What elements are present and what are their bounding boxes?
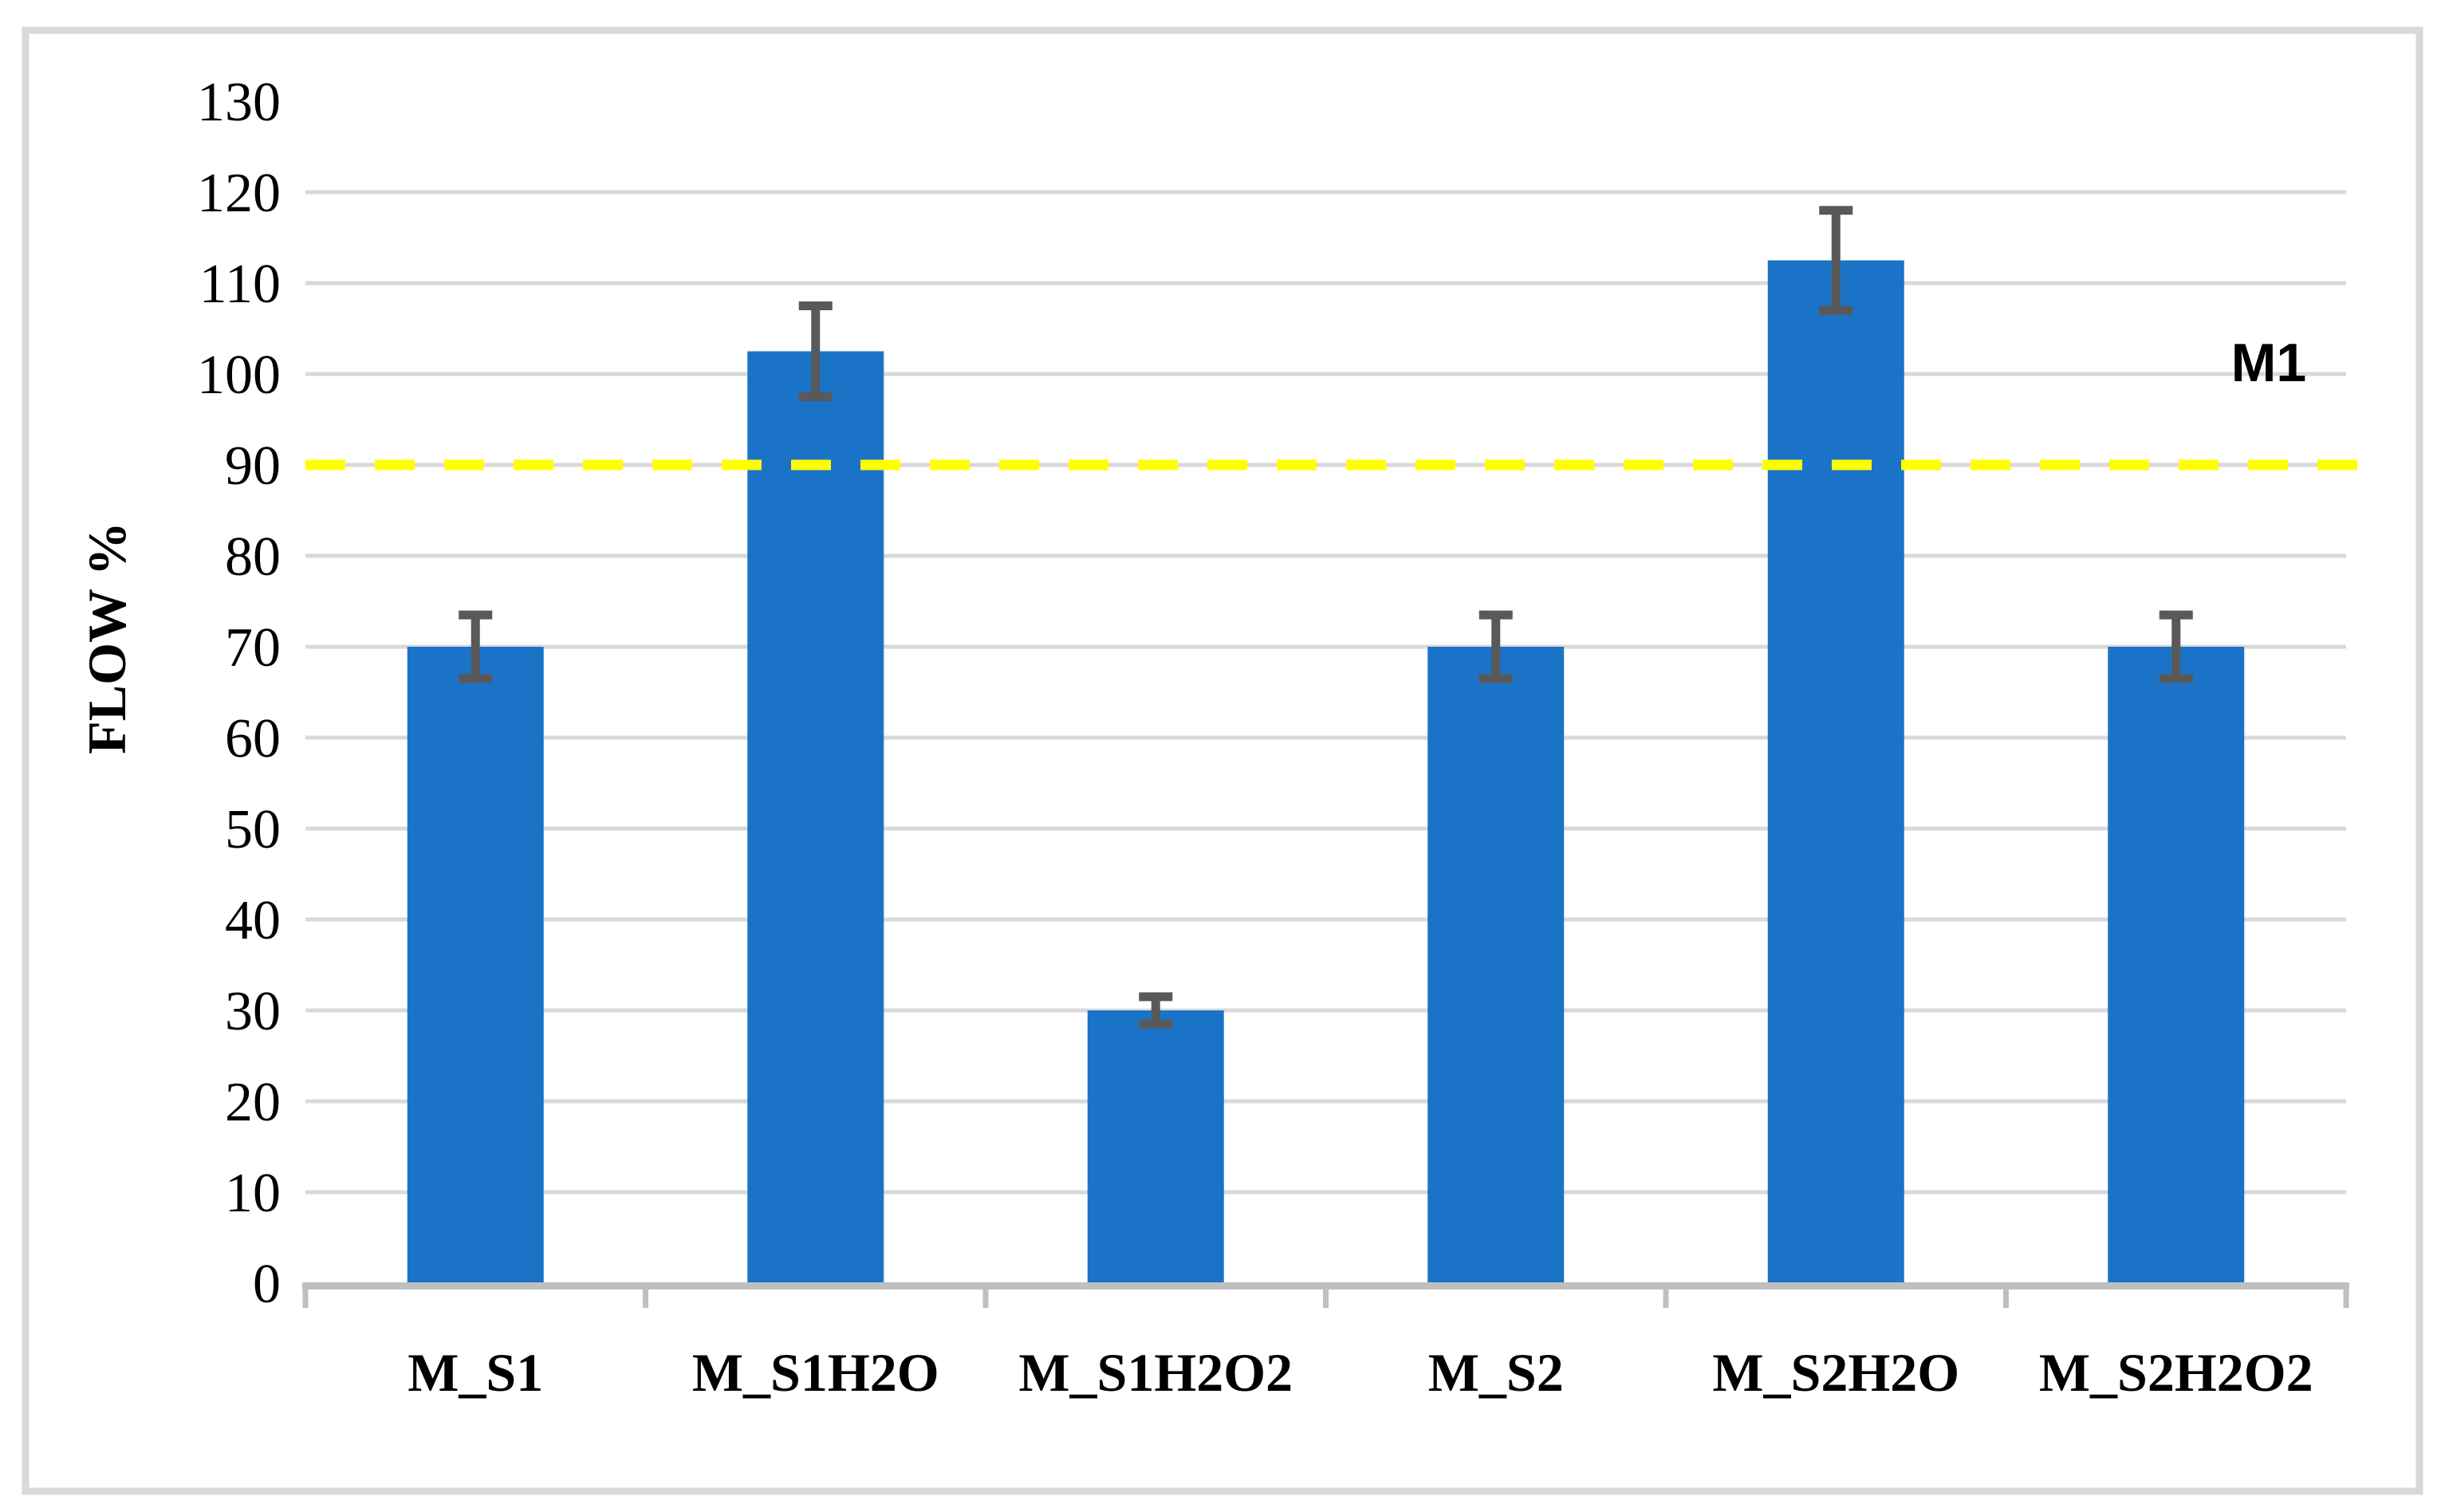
y-tick-label: 120 bbox=[197, 163, 281, 224]
y-tick-label: 10 bbox=[225, 1163, 281, 1224]
x-tick-label-M_S1H2O: M_S1H2O bbox=[692, 1342, 939, 1403]
y-axis-title: FLOW % bbox=[77, 522, 137, 754]
y-tick-label: 100 bbox=[197, 345, 281, 406]
y-tick-label: 40 bbox=[225, 890, 281, 951]
bar-M_S2 bbox=[1427, 647, 1565, 1283]
bar-M_S1H2O2 bbox=[1087, 1010, 1224, 1283]
y-tick-label: 0 bbox=[253, 1254, 281, 1315]
x-tick-label-M_S2H2O2: M_S2H2O2 bbox=[2039, 1342, 2313, 1403]
x-tick-label-M_S2: M_S2 bbox=[1428, 1342, 1564, 1403]
y-tick-label: 50 bbox=[225, 799, 281, 860]
reference-line-label: M1 bbox=[2231, 333, 2306, 393]
x-tick-label-M_S1H2O2: M_S1H2O2 bbox=[1018, 1342, 1293, 1403]
bar-M_S1 bbox=[407, 647, 544, 1283]
y-tick-label: 70 bbox=[225, 617, 281, 679]
y-tick-label: 130 bbox=[197, 72, 281, 133]
y-tick-label: 90 bbox=[225, 435, 281, 497]
x-tick-label-M_S2H2O: M_S2H2O bbox=[1712, 1342, 1959, 1403]
y-tick-label: 30 bbox=[225, 981, 281, 1042]
bar-M_S2H2O2 bbox=[2108, 647, 2245, 1283]
bar-M_S1H2O bbox=[747, 351, 884, 1283]
y-tick-label: 60 bbox=[225, 708, 281, 770]
x-tick-label-M_S1: M_S1 bbox=[408, 1342, 543, 1403]
y-tick-label: 110 bbox=[199, 254, 281, 315]
y-tick-label: 80 bbox=[225, 526, 281, 588]
y-tick-label: 20 bbox=[225, 1072, 281, 1133]
bar-M_S2H2O bbox=[1767, 260, 1904, 1283]
